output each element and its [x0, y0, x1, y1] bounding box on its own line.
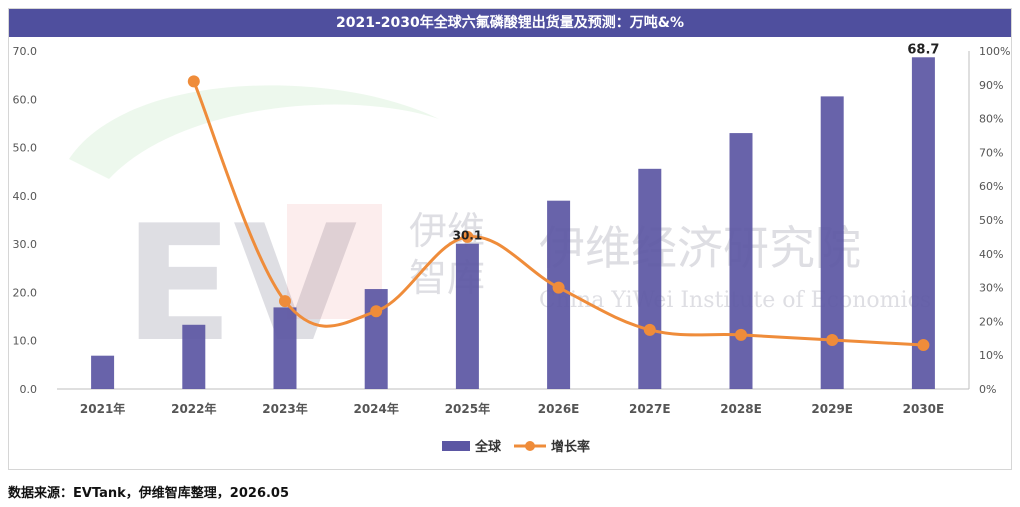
bar: [547, 200, 571, 389]
left-axis: 0.0 10.0 20.0 30.0 40.0 50.0 60.0 70.0: [13, 45, 38, 396]
y-left-tick-label: 50.0: [13, 142, 38, 155]
bar: [729, 133, 753, 389]
bar: [455, 243, 479, 389]
legend-label-line: 增长率: [551, 439, 590, 455]
chart-svg: EV 伊维 智库 伊维经济研究院 China YiWei Institute o…: [13, 42, 1011, 455]
bar: [364, 289, 388, 389]
growth-point: [735, 328, 747, 341]
data-labels: 30.1 68.7: [453, 42, 940, 242]
watermark-brand-full: 伊维经济研究院: [539, 221, 861, 275]
x-tick-label: 2024年: [353, 401, 398, 416]
x-tick-label: 2028E: [720, 402, 762, 416]
bar: [273, 307, 297, 389]
y-right-tick-label: 10%: [979, 349, 1003, 362]
x-axis: 2021年 2022年 2023年 2024年 2025年 2026E 2027E 2028E…: [80, 401, 944, 416]
growth-point: [187, 75, 200, 88]
x-tick-label: 2027E: [629, 402, 671, 416]
y-right-tick-label: 80%: [979, 113, 1003, 126]
growth-point: [552, 281, 565, 294]
y-right-tick-label: 70%: [979, 146, 1003, 159]
svg-text:EV: EV: [124, 190, 357, 377]
x-tick-label: 2025年: [445, 401, 490, 416]
y-right-tick-label: 0%: [979, 383, 996, 396]
y-left-tick-label: 60.0: [13, 93, 38, 106]
growth-point: [826, 333, 839, 346]
right-axis: 0% 10% 20% 30% 40% 50% 60% 70% 80% 90% 100%: [979, 45, 1010, 396]
chart-title: 2021-2030年全球六氟磷酸锂出货量及预测：万吨&%: [9, 9, 1011, 37]
growth-point: [917, 339, 930, 352]
x-tick-label: 2030E: [903, 402, 945, 416]
legend-label-bar: 全球: [474, 439, 502, 455]
bar: [91, 355, 115, 389]
y-right-tick-label: 20%: [979, 315, 1003, 328]
y-right-tick-label: 90%: [979, 79, 1003, 92]
growth-point: [370, 305, 383, 318]
y-left-tick-label: 20.0: [13, 286, 38, 299]
source-note: 数据来源：EVTank，伊维智库整理，2026.05: [8, 486, 290, 501]
x-tick-label: 2021年: [80, 401, 125, 416]
y-left-tick-label: 10.0: [13, 335, 38, 348]
growth-point: [461, 230, 474, 243]
x-tick-label: 2022年: [171, 401, 216, 416]
x-tick-label: 2029E: [811, 402, 853, 416]
growth-line-series: [187, 75, 930, 352]
y-left-tick-label: 70.0: [13, 45, 38, 58]
y-left-tick-label: 0.0: [20, 383, 38, 396]
y-right-tick-label: 40%: [979, 248, 1003, 261]
y-right-tick-label: 30%: [979, 282, 1003, 295]
y-right-tick-label: 50%: [979, 214, 1003, 227]
y-right-tick-label: 100%: [979, 45, 1010, 58]
bar: [182, 324, 206, 389]
x-tick-label: 2023年: [262, 401, 307, 416]
legend: 全球 增长率: [442, 439, 590, 455]
chart-frame: 2021-2030年全球六氟磷酸锂出货量及预测：万吨&% EV 伊维 智库 伊维…: [8, 8, 1012, 470]
bar: [911, 57, 935, 390]
growth-point: [279, 295, 291, 308]
legend-swatch-marker: [525, 441, 535, 451]
bar: [638, 168, 662, 389]
data-label: 68.7: [907, 42, 939, 57]
x-tick-label: 2026E: [538, 402, 580, 416]
y-left-tick-label: 30.0: [13, 238, 38, 251]
y-left-tick-label: 40.0: [13, 190, 38, 203]
growth-point: [643, 323, 656, 336]
legend-swatch-bar: [442, 441, 470, 451]
data-label: 30.1: [453, 229, 483, 243]
bar: [820, 96, 844, 389]
y-right-tick-label: 60%: [979, 180, 1003, 193]
